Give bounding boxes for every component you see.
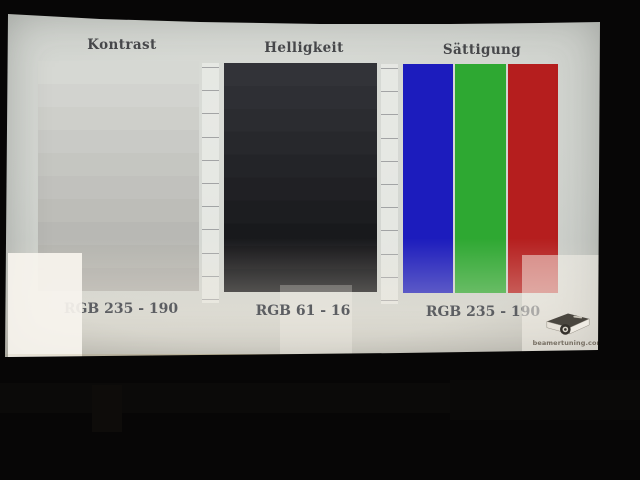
beamertuning-logo: beamertuning.com [532,303,604,353]
glare-rectangle-left [8,253,82,357]
logo-url-text: beamertuning.com [532,338,604,347]
tick-mark [202,113,219,115]
bottom-glare-gradient [5,238,600,357]
kontrast-rgb-label: RGB 235 - 190 [63,301,179,317]
background-shadow-box [92,385,122,432]
helligkeit-heading: Helligkeit [264,40,344,56]
projection-screen: Kontrast Helligkeit Sättigung RGB 235 - … [5,14,604,357]
tick-mark [202,136,219,138]
glare-rectangle-right [522,255,600,355]
tick-mark [202,229,219,231]
kontrast-heading: Kontrast [87,37,157,53]
tick-mark [381,91,398,93]
tick-mark [202,67,219,68]
tick-mark [381,230,398,232]
tick-mark [381,207,398,209]
saettigung-rgb-label: RGB 235 - 190 [425,304,541,320]
tick-mark [381,114,398,116]
tick-mark [202,90,219,92]
tick-mark [202,183,219,184]
glare-rectangle-center [280,285,352,357]
saettigung-heading: Sättigung [442,42,522,58]
tick-mark [202,159,219,161]
projector-icon [546,313,590,335]
helligkeit-rgb-label: RGB 61 - 16 [255,303,351,319]
background-shadow-right [450,380,640,420]
screen-vignette [5,14,600,357]
tick-mark [381,68,398,69]
screen-bottom-edge [5,354,600,356]
tick-mark [381,137,398,139]
tick-mark [202,206,219,208]
tick-mark [381,184,398,185]
tick-mark [381,160,398,162]
